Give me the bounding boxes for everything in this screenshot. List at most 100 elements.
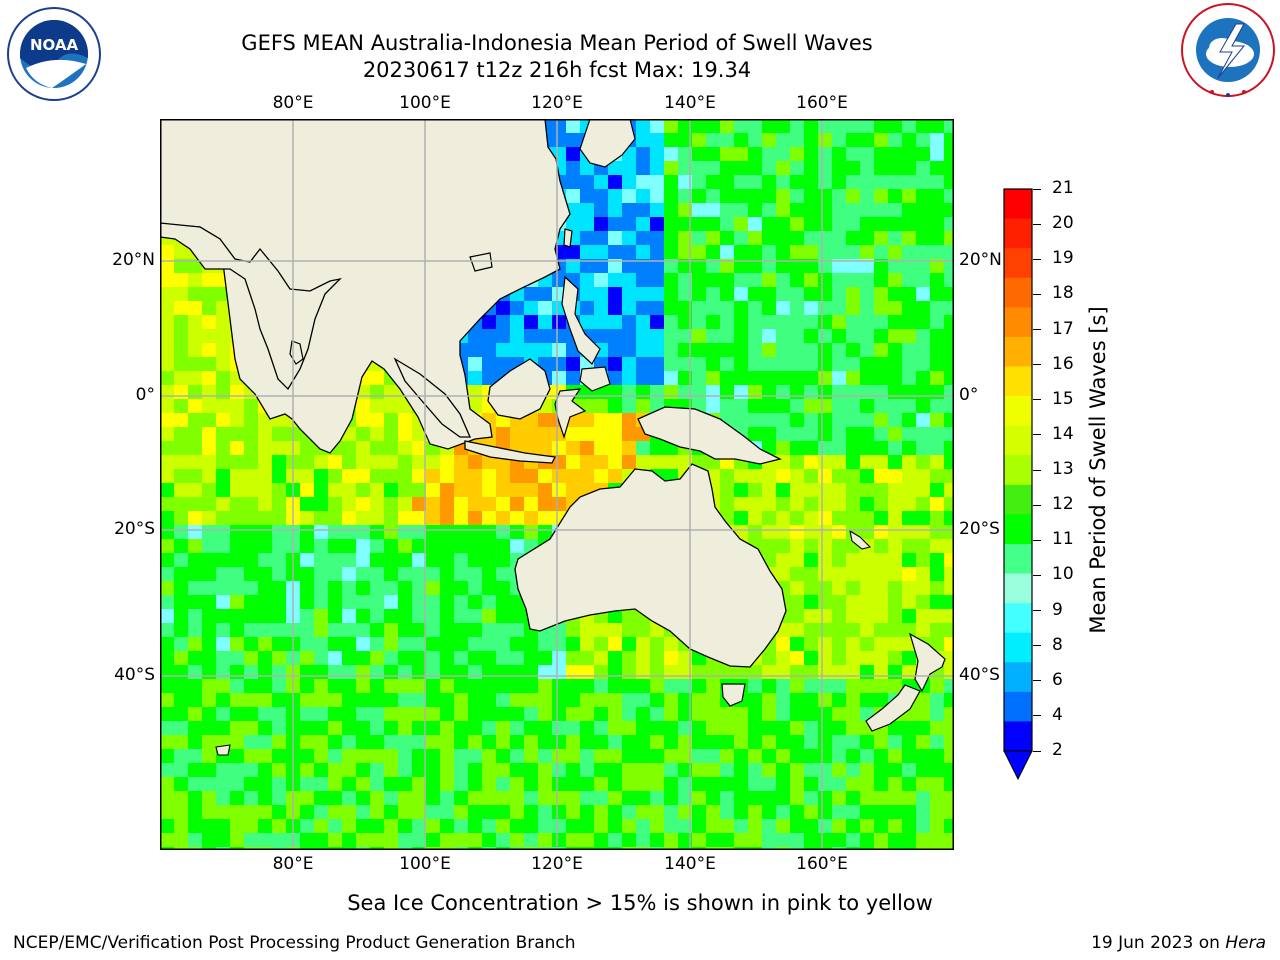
field-cell (230, 819, 245, 834)
field-cell (790, 525, 805, 540)
field-cell (818, 791, 833, 806)
field-cell (468, 553, 483, 568)
field-cell (468, 819, 483, 834)
field-cell (398, 595, 413, 610)
field-cell (440, 777, 455, 792)
field-cell (552, 693, 567, 708)
field-cell (664, 259, 679, 274)
field-cell (440, 567, 455, 582)
field-cell (174, 259, 189, 274)
colorbar-tick-mark (1033, 539, 1041, 541)
field-cell (272, 735, 287, 750)
field-cell (482, 833, 497, 848)
field-cell (580, 805, 595, 820)
field-cell (790, 721, 805, 736)
field-cell (748, 357, 763, 372)
colorbar-tick-label: 2 (1052, 740, 1063, 760)
field-cell (818, 371, 833, 386)
field-cell (874, 553, 889, 568)
field-cell (202, 581, 217, 596)
field-cell (944, 175, 954, 190)
field-cell (706, 203, 721, 218)
field-cell (300, 609, 315, 624)
field-cell (524, 651, 539, 666)
field-cell (874, 511, 889, 526)
field-cell (538, 483, 553, 498)
field-cell (804, 357, 819, 372)
field-cell (888, 623, 903, 638)
field-cell (496, 707, 511, 722)
field-cell (272, 441, 287, 456)
field-cell (594, 721, 609, 736)
field-cell (874, 301, 889, 316)
field-cell (832, 763, 847, 778)
field-cell (244, 609, 259, 624)
field-cell (846, 483, 861, 498)
field-cell (944, 833, 954, 848)
field-cell (258, 777, 273, 792)
field-cell (468, 735, 483, 750)
field-cell (636, 693, 651, 708)
field-cell (734, 343, 749, 358)
field-cell (370, 609, 385, 624)
field-cell (384, 567, 399, 582)
field-cell (804, 525, 819, 540)
field-cell (202, 287, 217, 302)
field-cell (356, 791, 371, 806)
field-cell (356, 833, 371, 848)
field-cell (398, 455, 413, 470)
field-cell (818, 413, 833, 428)
field-cell (916, 511, 931, 526)
field-cell (454, 637, 469, 652)
field-cell (188, 357, 203, 372)
field-cell (846, 777, 861, 792)
field-cell (874, 161, 889, 176)
field-cell (748, 133, 763, 148)
field-cell (916, 595, 931, 610)
field-cell (846, 595, 861, 610)
field-cell (916, 833, 931, 848)
field-cell (202, 623, 217, 638)
field-cell (440, 483, 455, 498)
field-cell (342, 651, 357, 666)
field-cell (510, 637, 525, 652)
field-cell (412, 441, 427, 456)
field-cell (524, 497, 539, 512)
field-cell (776, 483, 791, 498)
field-cell (832, 511, 847, 526)
field-cell (902, 133, 917, 148)
field-cell (468, 693, 483, 708)
field-cell (888, 497, 903, 512)
field-cell (734, 497, 749, 512)
field-cell (314, 651, 329, 666)
field-cell (636, 119, 651, 134)
field-cell (160, 455, 175, 470)
field-cell (538, 441, 553, 456)
field-cell (944, 763, 954, 778)
field-cell (720, 245, 735, 260)
field-cell (244, 539, 259, 554)
field-cell (790, 343, 805, 358)
field-cell (720, 175, 735, 190)
field-cell (440, 525, 455, 540)
field-cell (202, 343, 217, 358)
field-cell (860, 175, 875, 190)
field-cell (916, 329, 931, 344)
field-cell (776, 805, 791, 820)
field-cell (314, 791, 329, 806)
field-cell (314, 609, 329, 624)
field-cell (818, 483, 833, 498)
field-cell (496, 301, 511, 316)
field-cell (650, 819, 665, 834)
field-cell (902, 833, 917, 848)
field-cell (888, 371, 903, 386)
field-cell (230, 763, 245, 778)
field-cell (468, 385, 483, 400)
field-cell (720, 483, 735, 498)
field-cell (650, 231, 665, 246)
field-cell (202, 595, 217, 610)
colorbar-segment (1004, 543, 1032, 575)
field-cell (706, 343, 721, 358)
field-cell (314, 707, 329, 722)
map-border (160, 119, 954, 850)
